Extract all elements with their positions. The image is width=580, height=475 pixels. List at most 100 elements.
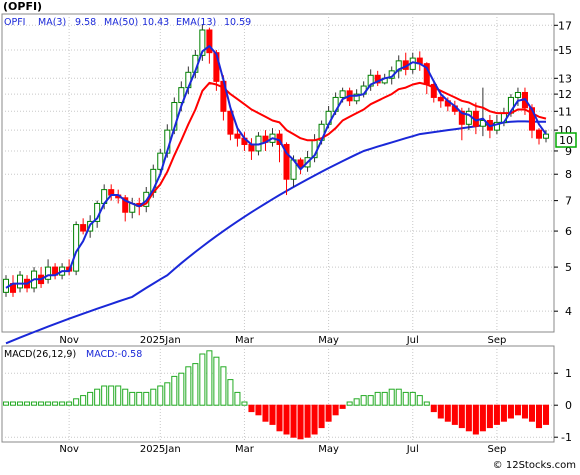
price-x-tick-label: May: [318, 335, 339, 346]
price-x-tick-label: Sep: [487, 335, 506, 346]
macd-x-tick-label: Jul: [406, 444, 419, 455]
macd-bar: [262, 404, 269, 422]
macd-bar: [227, 379, 234, 406]
macd-bar: [220, 366, 227, 406]
macd-bar: [367, 395, 374, 406]
macd-bar: [52, 401, 59, 406]
price-y-tick-label: 11: [558, 105, 572, 118]
macd-bar: [381, 391, 388, 406]
macd-bar: [451, 404, 458, 425]
macd-bar: [45, 401, 52, 406]
price-y-tick-label: 5: [565, 261, 572, 274]
macd-bar: [122, 388, 129, 406]
price-y-axis: 17 15 13 12 11 109 8 7 6 5 4: [554, 19, 572, 318]
candle-body: [206, 29, 213, 54]
macd-bar: [493, 404, 500, 425]
candle-body: [430, 83, 437, 98]
macd-bar: [514, 404, 521, 416]
macd-bar: [269, 404, 276, 425]
macd-bar: [402, 391, 409, 406]
macd-bar: [332, 404, 339, 416]
price-x-tick-label: Mar: [235, 335, 255, 346]
candle-body: [80, 224, 87, 232]
macd-bar: [234, 391, 241, 406]
macd-bar: [9, 401, 17, 406]
candle-body: [535, 129, 543, 139]
macd-x-tick-label: May: [318, 444, 339, 455]
macd-bar: [115, 385, 122, 406]
macd-bar: [430, 404, 437, 413]
candle-body: [122, 197, 129, 213]
macd-bar: [80, 395, 87, 406]
macd-bar: [164, 382, 171, 406]
candle-body: [199, 29, 206, 56]
macd-x-tick-label: Sep: [487, 444, 506, 455]
macd-bar: [486, 404, 493, 429]
macd-bar: [24, 401, 31, 406]
candle-body: [542, 133, 550, 139]
candle-body: [437, 96, 444, 102]
macd-bar: [297, 404, 304, 440]
watermark: © 12Stocks.com: [493, 460, 576, 471]
candle-body: [297, 159, 304, 168]
legend-ma3-label: MA(3): [38, 17, 66, 28]
macd-bar: [416, 395, 423, 406]
macd-y-tick-label: -1: [561, 431, 572, 444]
macd-y-tick-label: 0: [565, 399, 572, 412]
macd-bar: [38, 401, 45, 406]
macd-x-axis: Nov 2025Jan Mar May Jul Sep: [59, 444, 506, 455]
candle-body: [395, 60, 402, 72]
candle-body: [493, 121, 500, 131]
ma3-line: [5, 45, 547, 289]
macd-bar: [528, 404, 535, 422]
macd-histogram: [2, 350, 550, 440]
price-y-tick-label: 8: [565, 168, 572, 181]
price-y-tick-label: 9: [565, 145, 572, 158]
macd-bar: [388, 388, 395, 406]
macd-bar: [346, 401, 353, 406]
macd-bar: [304, 404, 311, 438]
last-price-label: 10: [559, 134, 573, 147]
legend-ticker: OPFI: [4, 17, 25, 28]
macd-bar: [178, 372, 185, 406]
macd-bar: [248, 404, 255, 413]
macd-bar: [94, 388, 101, 406]
macd-bar: [318, 404, 325, 429]
candle-body: [283, 143, 290, 180]
macd-bar: [143, 391, 150, 406]
macd-bar: [73, 398, 80, 406]
macd-bar: [157, 385, 164, 406]
price-y-tick-label: 15: [558, 44, 572, 57]
macd-bar: [437, 404, 444, 419]
legend-ema13-value: 10.59: [224, 17, 251, 28]
legend-ma50-label: MA(50): [104, 17, 138, 28]
candle-body: [353, 93, 360, 102]
price-legend: OPFI MA(3) 9.58 MA(50) 10.43 EMA(13) 10.…: [4, 17, 251, 28]
macd-y-axis: 1 0 -1: [554, 367, 572, 444]
macd-bar: [276, 404, 283, 432]
macd-bar: [31, 401, 38, 406]
macd-bar: [199, 353, 206, 406]
candle-body: [178, 87, 185, 104]
candle-body: [465, 110, 472, 125]
legend-ma3-value: 9.58: [75, 17, 96, 28]
macd-bar: [2, 401, 10, 406]
candle-body: [227, 110, 234, 135]
price-x-axis: Nov 2025Jan Mar May Jul Sep: [59, 335, 506, 346]
price-y-tick-label: 7: [565, 195, 572, 208]
candle-body: [479, 119, 486, 127]
macd-bar: [423, 401, 430, 406]
macd-bar: [360, 395, 367, 406]
macd-x-tick-label: 2025Jan: [140, 444, 181, 455]
macd-bar: [192, 363, 199, 406]
candle-body: [157, 152, 164, 170]
macd-bar: [185, 366, 192, 406]
macd-bar: [17, 401, 24, 406]
macd-bar: [241, 401, 248, 406]
macd-bar: [325, 404, 332, 422]
ma50-path: [5, 120, 546, 345]
macd-bar: [213, 356, 220, 406]
legend-ema13-label: EMA(13): [176, 17, 216, 28]
candle-body: [374, 74, 381, 84]
